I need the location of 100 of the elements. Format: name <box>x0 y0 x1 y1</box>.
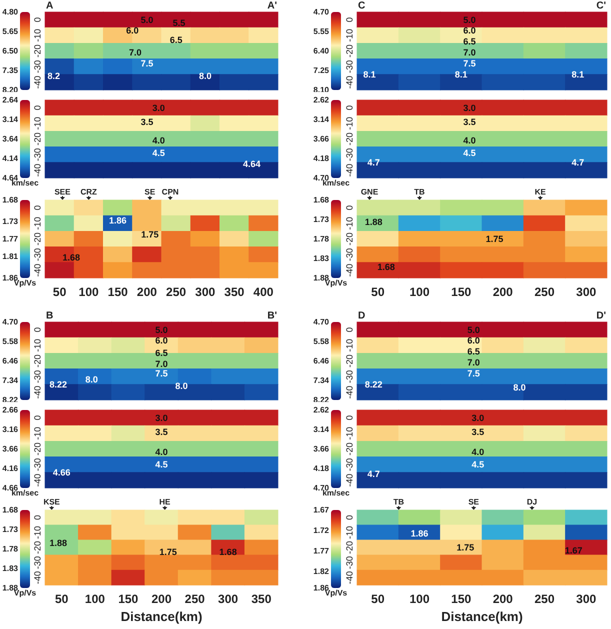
color-bar-label: 2.66 <box>2 406 19 414</box>
x-tick-label: 150 <box>451 592 472 606</box>
annotation: 6.0 <box>463 26 476 36</box>
y-tick-label: -10 <box>32 526 42 540</box>
annotation: 7.5 <box>140 58 154 68</box>
annotation: 8.1 <box>572 69 584 80</box>
y-tick-label: -40 <box>344 76 354 89</box>
annotation: 5.0 <box>140 14 154 25</box>
color-bar-label: 4.66 <box>2 484 19 492</box>
y-tick-label: -10 <box>32 216 42 230</box>
y-tick-label: -20 <box>344 541 354 554</box>
annotation: 4.7 <box>367 157 380 168</box>
y-tick-label: -40 <box>344 474 354 487</box>
y-tick-label: -30 <box>32 556 42 570</box>
annotation: 8.0 <box>85 374 98 385</box>
x-tick-label: 350 <box>224 285 245 299</box>
annotation: 3.5 <box>155 426 168 437</box>
annotation: 5.0 <box>467 324 480 335</box>
y-tick-label: -30 <box>32 370 42 384</box>
text: D' <box>596 310 606 322</box>
y-tick-label: -10 <box>32 28 42 42</box>
x-tick-label: 300 <box>576 592 596 606</box>
text: TB <box>414 188 426 196</box>
annotation: 1.67 <box>564 546 582 556</box>
annotation: 5.5 <box>172 18 186 28</box>
annotation: 3.5 <box>463 116 476 127</box>
color-bar-label: 4.18 <box>313 154 330 163</box>
color-bar-label: 3.14 <box>313 115 330 124</box>
color-bar-label: 4.70 <box>313 174 330 182</box>
color-bar-label: 7.35 <box>2 66 19 75</box>
color-bar-label: 1.68 <box>2 196 19 204</box>
y-tick-label: 0 <box>32 415 42 420</box>
y-tick-label: 0 <box>32 17 42 22</box>
color-bar-label: 1.67 <box>313 506 330 514</box>
y-tick-label: -10 <box>344 338 354 352</box>
annotation: 8.1 <box>363 69 376 80</box>
annotation: 4.66 <box>52 467 70 478</box>
color-bar-label: 4.70 <box>313 8 330 16</box>
y-tick-label: -30 <box>344 148 354 162</box>
y-tick-label: -30 <box>32 148 42 162</box>
text: SE <box>468 498 480 506</box>
y-tick-label: -10 <box>344 216 354 230</box>
text: TB <box>393 498 404 506</box>
y-tick-label: 0 <box>32 327 42 332</box>
color-bar-label: 1.68 <box>313 196 330 204</box>
color-bar-label: 4.70 <box>313 318 330 326</box>
annotation: 4.5 <box>152 148 165 158</box>
x-axis-title: Distance(km) <box>120 609 202 624</box>
text: CPN <box>162 188 179 196</box>
annotation: 6.5 <box>467 346 480 357</box>
annotation: 1.86 <box>410 528 428 538</box>
annotation: 7.0 <box>155 359 168 370</box>
annotation: 7.5 <box>155 368 168 378</box>
y-tick-label: -40 <box>32 76 42 89</box>
color-bar-label: 3.66 <box>2 444 19 454</box>
annotation: 8.0 <box>198 70 212 81</box>
annotation: 4.0 <box>472 447 484 458</box>
annotation: 6.0 <box>155 336 168 346</box>
color-bar-title: Vp/Vs <box>324 278 348 288</box>
color-bar-label: 1.73 <box>2 217 19 226</box>
color-bar-label: 1.83 <box>2 564 19 573</box>
color-bar-label: 1.73 <box>313 215 330 224</box>
annotation: 6.0 <box>467 336 480 346</box>
color-bar-label: 4.80 <box>2 8 19 16</box>
text: D <box>358 310 366 322</box>
x-tick-label: 50 <box>371 285 385 299</box>
y-tick-label: 0 <box>344 515 354 520</box>
color-bar-label: 5.65 <box>2 27 19 36</box>
text: SE <box>144 188 156 196</box>
x-tick-label: 200 <box>492 592 514 606</box>
annotation: 1.88 <box>50 538 68 548</box>
text: KSE <box>43 498 61 506</box>
y-tick-label: -30 <box>32 248 42 262</box>
color-bar-label: 1.77 <box>313 546 330 556</box>
x-tick-label: 50 <box>371 592 385 606</box>
annotation: 7.0 <box>467 358 480 368</box>
annotation: 8.22 <box>364 379 382 390</box>
color-bar-label: 6.50 <box>2 46 19 56</box>
y-tick-label: -20 <box>32 44 42 58</box>
text: B' <box>267 310 277 322</box>
y-tick-label: -30 <box>344 370 354 384</box>
annotation: 7.5 <box>463 58 476 68</box>
annotation: 6.0 <box>126 26 139 36</box>
y-tick-label: -20 <box>344 354 354 368</box>
y-tick-label: -10 <box>344 116 354 130</box>
y-tick-label: -30 <box>344 458 354 472</box>
y-tick-label: -20 <box>32 132 42 146</box>
color-bar-label: 1.82 <box>313 567 330 576</box>
annotation: 1.86 <box>109 215 127 226</box>
y-tick-label: -40 <box>32 571 42 584</box>
annotation: 1.68 <box>377 262 395 272</box>
annotation: 3.5 <box>140 116 154 127</box>
x-tick-label: 250 <box>166 285 186 299</box>
color-bar-label: 6.40 <box>313 46 330 56</box>
y-tick-label: -20 <box>344 44 354 58</box>
annotation: 1.75 <box>456 542 474 552</box>
annotation: 7.5 <box>467 368 480 378</box>
x-tick-label: 400 <box>253 285 274 299</box>
y-tick-label: -30 <box>344 60 354 74</box>
y-tick-label: -10 <box>344 426 354 440</box>
